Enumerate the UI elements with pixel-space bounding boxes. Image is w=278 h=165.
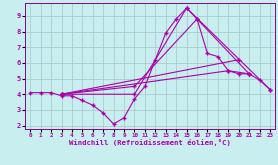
X-axis label: Windchill (Refroidissement éolien,°C): Windchill (Refroidissement éolien,°C) [69,139,231,146]
